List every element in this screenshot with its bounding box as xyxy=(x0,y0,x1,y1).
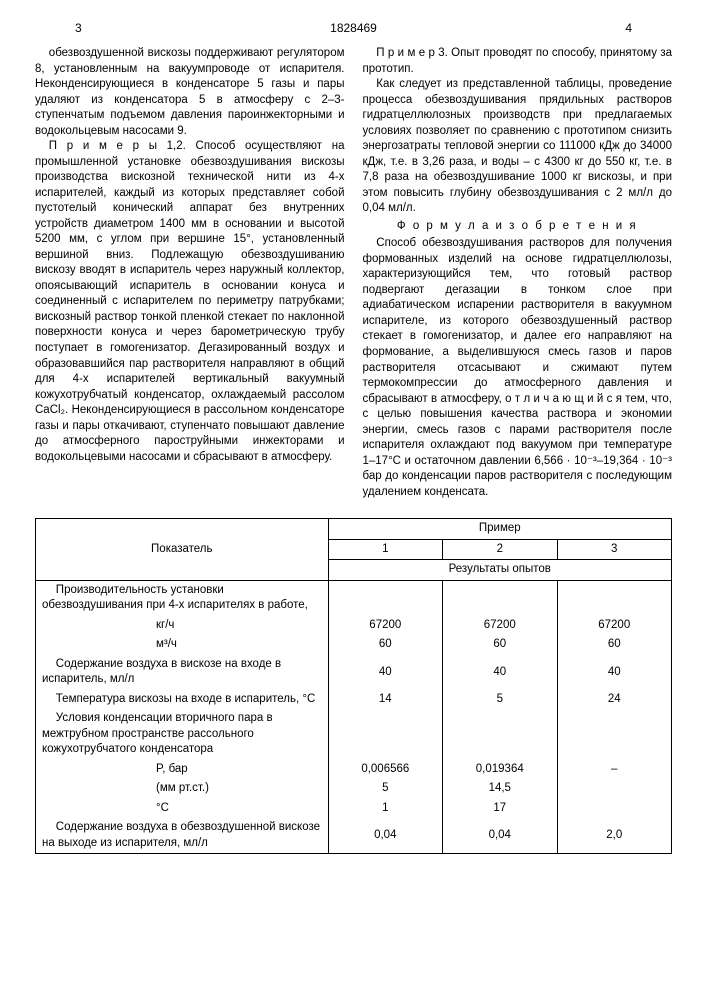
th-example: Пример xyxy=(328,519,671,540)
row-value: 67200 xyxy=(557,616,672,636)
row-value: 40 xyxy=(443,655,557,690)
table-row: Условия конденсации вторичного пара в ме… xyxy=(36,709,672,760)
row-value: 5 xyxy=(328,779,442,799)
table-row: °С117 xyxy=(36,799,672,819)
row-value: 60 xyxy=(328,635,442,655)
row-value: 24 xyxy=(557,690,672,710)
th-col2: 2 xyxy=(443,539,557,560)
row-label: Температура вискозы на входе в испарител… xyxy=(36,690,329,710)
row-value: 5 xyxy=(443,690,557,710)
row-label: (мм рт.ст.) xyxy=(36,779,329,799)
table-row: Температура вискозы на входе в испарител… xyxy=(36,690,672,710)
row-value: 0,019364 xyxy=(443,760,557,780)
table-row: Содержание воздуха в вискозе на входе в … xyxy=(36,655,672,690)
row-value: 40 xyxy=(328,655,442,690)
th-indicator: Показатель xyxy=(36,519,329,581)
table-row: Производительность установки обезвоздуши… xyxy=(36,580,672,616)
th-results: Результаты опытов xyxy=(328,560,671,581)
row-label: °С xyxy=(36,799,329,819)
row-value: 2,0 xyxy=(557,818,672,854)
row-label: м³/ч xyxy=(36,635,329,655)
right-p2: Как следует из представленной таблицы, п… xyxy=(363,77,673,217)
row-value: 1 xyxy=(328,799,442,819)
right-p3: Способ обезвоздушивания растворов для по… xyxy=(363,236,673,500)
row-label: Условия конденсации вторичного пара в ме… xyxy=(36,709,329,760)
row-value: 60 xyxy=(557,635,672,655)
row-value xyxy=(557,709,672,760)
row-value: 0,04 xyxy=(328,818,442,854)
row-value xyxy=(443,709,557,760)
row-value: 60 xyxy=(443,635,557,655)
row-label: P, бар xyxy=(36,760,329,780)
th-col3: 3 xyxy=(557,539,672,560)
row-label: Содержание воздуха в обезвоздушенной вис… xyxy=(36,818,329,854)
row-value: 67200 xyxy=(443,616,557,636)
row-label: Содержание воздуха в вискозе на входе в … xyxy=(36,655,329,690)
left-column: обезвоздушенной вискозы поддерживают рег… xyxy=(35,46,345,500)
row-value xyxy=(328,709,442,760)
row-value: 14,5 xyxy=(443,779,557,799)
row-value: 0,04 xyxy=(443,818,557,854)
formula-heading: Ф о р м у л а и з о б р е т е н и я xyxy=(363,219,673,235)
left-p2: П р и м е р ы 1,2. Способ осуществляют н… xyxy=(35,139,345,465)
row-value xyxy=(557,799,672,819)
row-value: 17 xyxy=(443,799,557,819)
row-value: 40 xyxy=(557,655,672,690)
row-value: 14 xyxy=(328,690,442,710)
row-value xyxy=(328,580,442,616)
table-row: Содержание воздуха в обезвоздушенной вис… xyxy=(36,818,672,854)
row-value: 67200 xyxy=(328,616,442,636)
th-col1: 1 xyxy=(328,539,442,560)
table-row: кг/ч672006720067200 xyxy=(36,616,672,636)
left-p1: обезвоздушенной вискозы поддерживают рег… xyxy=(35,46,345,139)
row-value: 0,006566 xyxy=(328,760,442,780)
page-num-left: 3 xyxy=(75,20,82,36)
row-value xyxy=(557,779,672,799)
page-header: 3 1828469 4 xyxy=(35,20,672,36)
row-value xyxy=(557,580,672,616)
row-value xyxy=(443,580,557,616)
table-row: (мм рт.ст.)514,5 xyxy=(36,779,672,799)
row-label: кг/ч xyxy=(36,616,329,636)
right-column: П р и м е р 3. Опыт проводят по способу,… xyxy=(363,46,673,500)
table-row: м³/ч606060 xyxy=(36,635,672,655)
table-row: P, бар0,0065660,019364– xyxy=(36,760,672,780)
results-table: Показатель Пример 1 2 3 Результаты опыто… xyxy=(35,518,672,854)
row-value: – xyxy=(557,760,672,780)
doc-number: 1828469 xyxy=(330,20,377,36)
right-p1: П р и м е р 3. Опыт проводят по способу,… xyxy=(363,46,673,77)
row-label: Производительность установки обезвоздуши… xyxy=(36,580,329,616)
page-num-right: 4 xyxy=(625,20,632,36)
text-columns: обезвоздушенной вискозы поддерживают рег… xyxy=(35,46,672,500)
